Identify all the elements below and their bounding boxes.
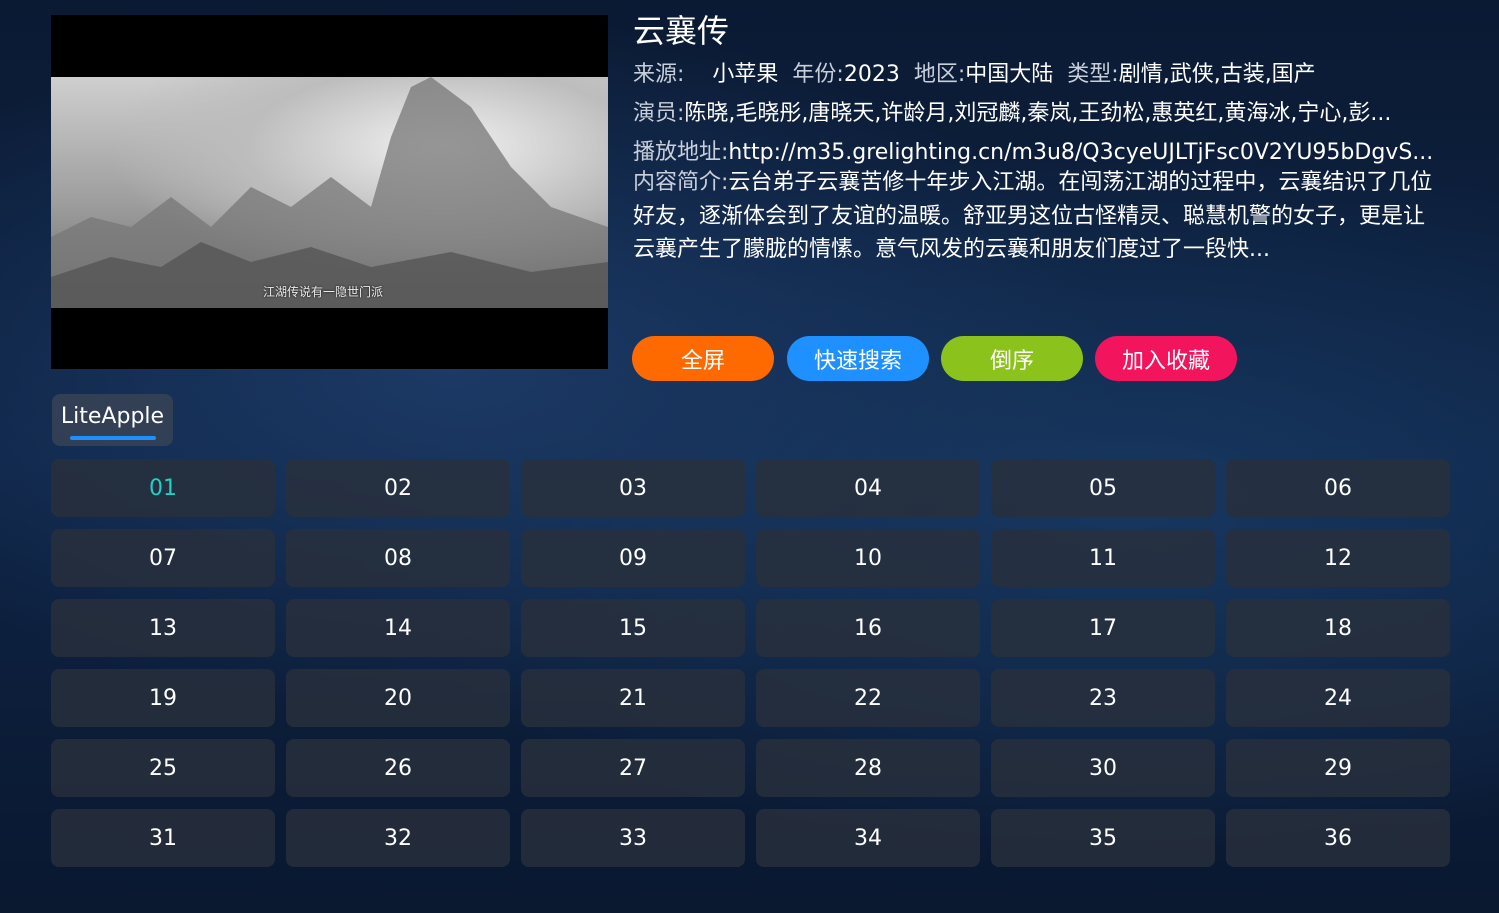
episode-button[interactable]: 30 [991, 739, 1215, 797]
cast-line: 演员:陈晓,毛晓彤,唐晓天,许龄月,刘冠麟,秦岚,王劲松,惠英红,黄海冰,宁心,… [633, 95, 1391, 127]
episode-button[interactable]: 06 [1226, 459, 1450, 517]
cast-label: 演员: [633, 101, 685, 126]
episode-button[interactable]: 34 [756, 809, 980, 867]
episode-button[interactable]: 08 [286, 529, 510, 587]
video-subtitle: 江湖传说有一隐世门派 [263, 285, 384, 299]
episode-button[interactable]: 05 [991, 459, 1215, 517]
episode-button[interactable]: 02 [286, 459, 510, 517]
reverse-order-button[interactable]: 倒序 [941, 336, 1083, 381]
episode-button[interactable]: 15 [521, 599, 745, 657]
add-favorite-button[interactable]: 加入收藏 [1095, 336, 1237, 381]
year-value: 2023 [843, 62, 900, 87]
episode-button[interactable]: 32 [286, 809, 510, 867]
play-url-value: http://m35.grelighting.cn/m3u8/Q3cyeUJLT… [728, 140, 1434, 165]
video-player[interactable]: 江湖传说有一隐世门派 [51, 15, 608, 369]
type-label: 类型: [1067, 62, 1119, 87]
year-label: 年份: [792, 62, 844, 87]
type-value: 剧情,武侠,古装,国产 [1118, 62, 1316, 87]
episode-button[interactable]: 27 [521, 739, 745, 797]
episode-button[interactable]: 13 [51, 599, 275, 657]
episode-button[interactable]: 18 [1226, 599, 1450, 657]
episode-button[interactable]: 23 [991, 669, 1215, 727]
quick-search-button[interactable]: 快速搜索 [787, 336, 929, 381]
episode-button[interactable]: 01 [51, 459, 275, 517]
source-tab-liteapple[interactable]: LiteApple [52, 394, 173, 446]
episode-button[interactable]: 28 [756, 739, 980, 797]
play-url-line: 播放地址:http://m35.grelighting.cn/m3u8/Q3cy… [633, 134, 1433, 166]
episode-button[interactable]: 19 [51, 669, 275, 727]
episode-button[interactable]: 31 [51, 809, 275, 867]
episode-button[interactable]: 36 [1226, 809, 1450, 867]
fullscreen-button[interactable]: 全屏 [632, 336, 774, 381]
video-title: 云襄传 [633, 12, 730, 50]
summary: 内容简介:云台弟子云襄苦修十年步入江湖。在闯荡江湖的过程中，云襄结识了几位好友，… [633, 166, 1443, 267]
video-frame: 江湖传说有一隐世门派 [51, 77, 608, 308]
episode-button[interactable]: 17 [991, 599, 1215, 657]
episode-button[interactable]: 09 [521, 529, 745, 587]
episode-button[interactable]: 07 [51, 529, 275, 587]
episode-button[interactable]: 04 [756, 459, 980, 517]
episode-grid: 01 02 03 04 05 06 07 08 09 10 11 12 13 14 15 16 17 18 19 20… [51, 459, 1450, 867]
region-label: 地区: [913, 62, 966, 87]
episode-button[interactable]: 33 [521, 809, 745, 867]
meta-line: 来源: 小苹果 年份:2023 地区:中国大陆 类型:剧情,武侠,古装,国产 [633, 56, 1316, 88]
tab-underline [70, 436, 156, 440]
episode-button[interactable]: 21 [521, 669, 745, 727]
episode-button[interactable]: 11 [991, 529, 1215, 587]
source-label: 来源: [633, 62, 685, 87]
episode-button[interactable]: 35 [991, 809, 1215, 867]
region-value: 中国大陆 [965, 62, 1054, 87]
episode-button[interactable]: 10 [756, 529, 980, 587]
episode-button[interactable]: 12 [1226, 529, 1450, 587]
source-value: 小苹果 [712, 62, 779, 87]
episode-button[interactable]: 22 [756, 669, 980, 727]
summary-value: 云台弟子云襄苦修十年步入江湖。在闯荡江湖的过程中，云襄结识了几位好友，逐渐体会到… [633, 170, 1433, 262]
episode-button[interactable]: 29 [1226, 739, 1450, 797]
cast-value: 陈晓,毛晓彤,唐晓天,许龄月,刘冠麟,秦岚,王劲松,惠英红,黄海冰,宁心,彭..… [684, 101, 1392, 126]
episode-button[interactable]: 03 [521, 459, 745, 517]
play-url-label: 播放地址: [633, 140, 729, 165]
source-tab-label: LiteApple [60, 404, 165, 429]
episode-button[interactable]: 26 [286, 739, 510, 797]
episode-button[interactable]: 20 [286, 669, 510, 727]
episode-button[interactable]: 24 [1226, 669, 1450, 727]
episode-button[interactable]: 16 [756, 599, 980, 657]
summary-label: 内容简介: [633, 170, 729, 195]
episode-button[interactable]: 25 [51, 739, 275, 797]
episode-button[interactable]: 14 [286, 599, 510, 657]
